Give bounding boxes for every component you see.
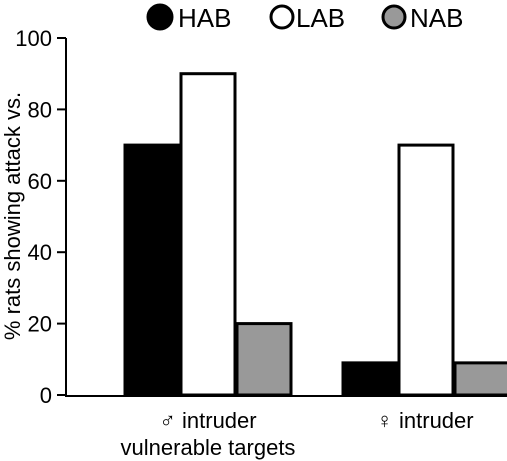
y-tick-label-20: 20 (28, 312, 52, 337)
y-axis-title: % rats showing attack vs. (0, 92, 25, 340)
bar-lab-1 (397, 143, 455, 397)
y-tick-label-40: 40 (28, 240, 52, 265)
legend-swatch-nab (381, 4, 407, 30)
y-tick-label-100: 100 (15, 26, 52, 51)
category-label-0-line-0: ♂ intruder (159, 408, 256, 433)
legend-swatch-hab (146, 3, 174, 31)
y-tick-label-0: 0 (40, 383, 52, 408)
y-tick-label-60: 60 (28, 169, 52, 194)
bars (123, 72, 507, 397)
legend-label-hab: HAB (178, 3, 231, 33)
bar-lab-0 (179, 72, 237, 397)
y-tick-label-80: 80 (28, 97, 52, 122)
y-axis: 0 20 40 60 80 100 (15, 26, 67, 408)
legend-label-nab: NAB (410, 3, 463, 33)
legend-item-lab: LAB (269, 3, 345, 33)
category-label-1-line-0: ♀ intruder (376, 408, 473, 433)
legend-swatch-lab (269, 4, 295, 30)
legend-item-nab: NAB (381, 3, 463, 33)
legend-item-hab: HAB (146, 3, 231, 33)
bar-nab-1 (453, 361, 507, 397)
bar-hab-0 (123, 143, 181, 397)
category-label-0-line-1: vulnerable targets (121, 435, 296, 460)
legend: HAB LAB NAB (146, 3, 463, 33)
bar-hab-1 (341, 361, 399, 397)
bar-nab-0 (235, 322, 293, 397)
legend-label-lab: LAB (296, 3, 345, 33)
